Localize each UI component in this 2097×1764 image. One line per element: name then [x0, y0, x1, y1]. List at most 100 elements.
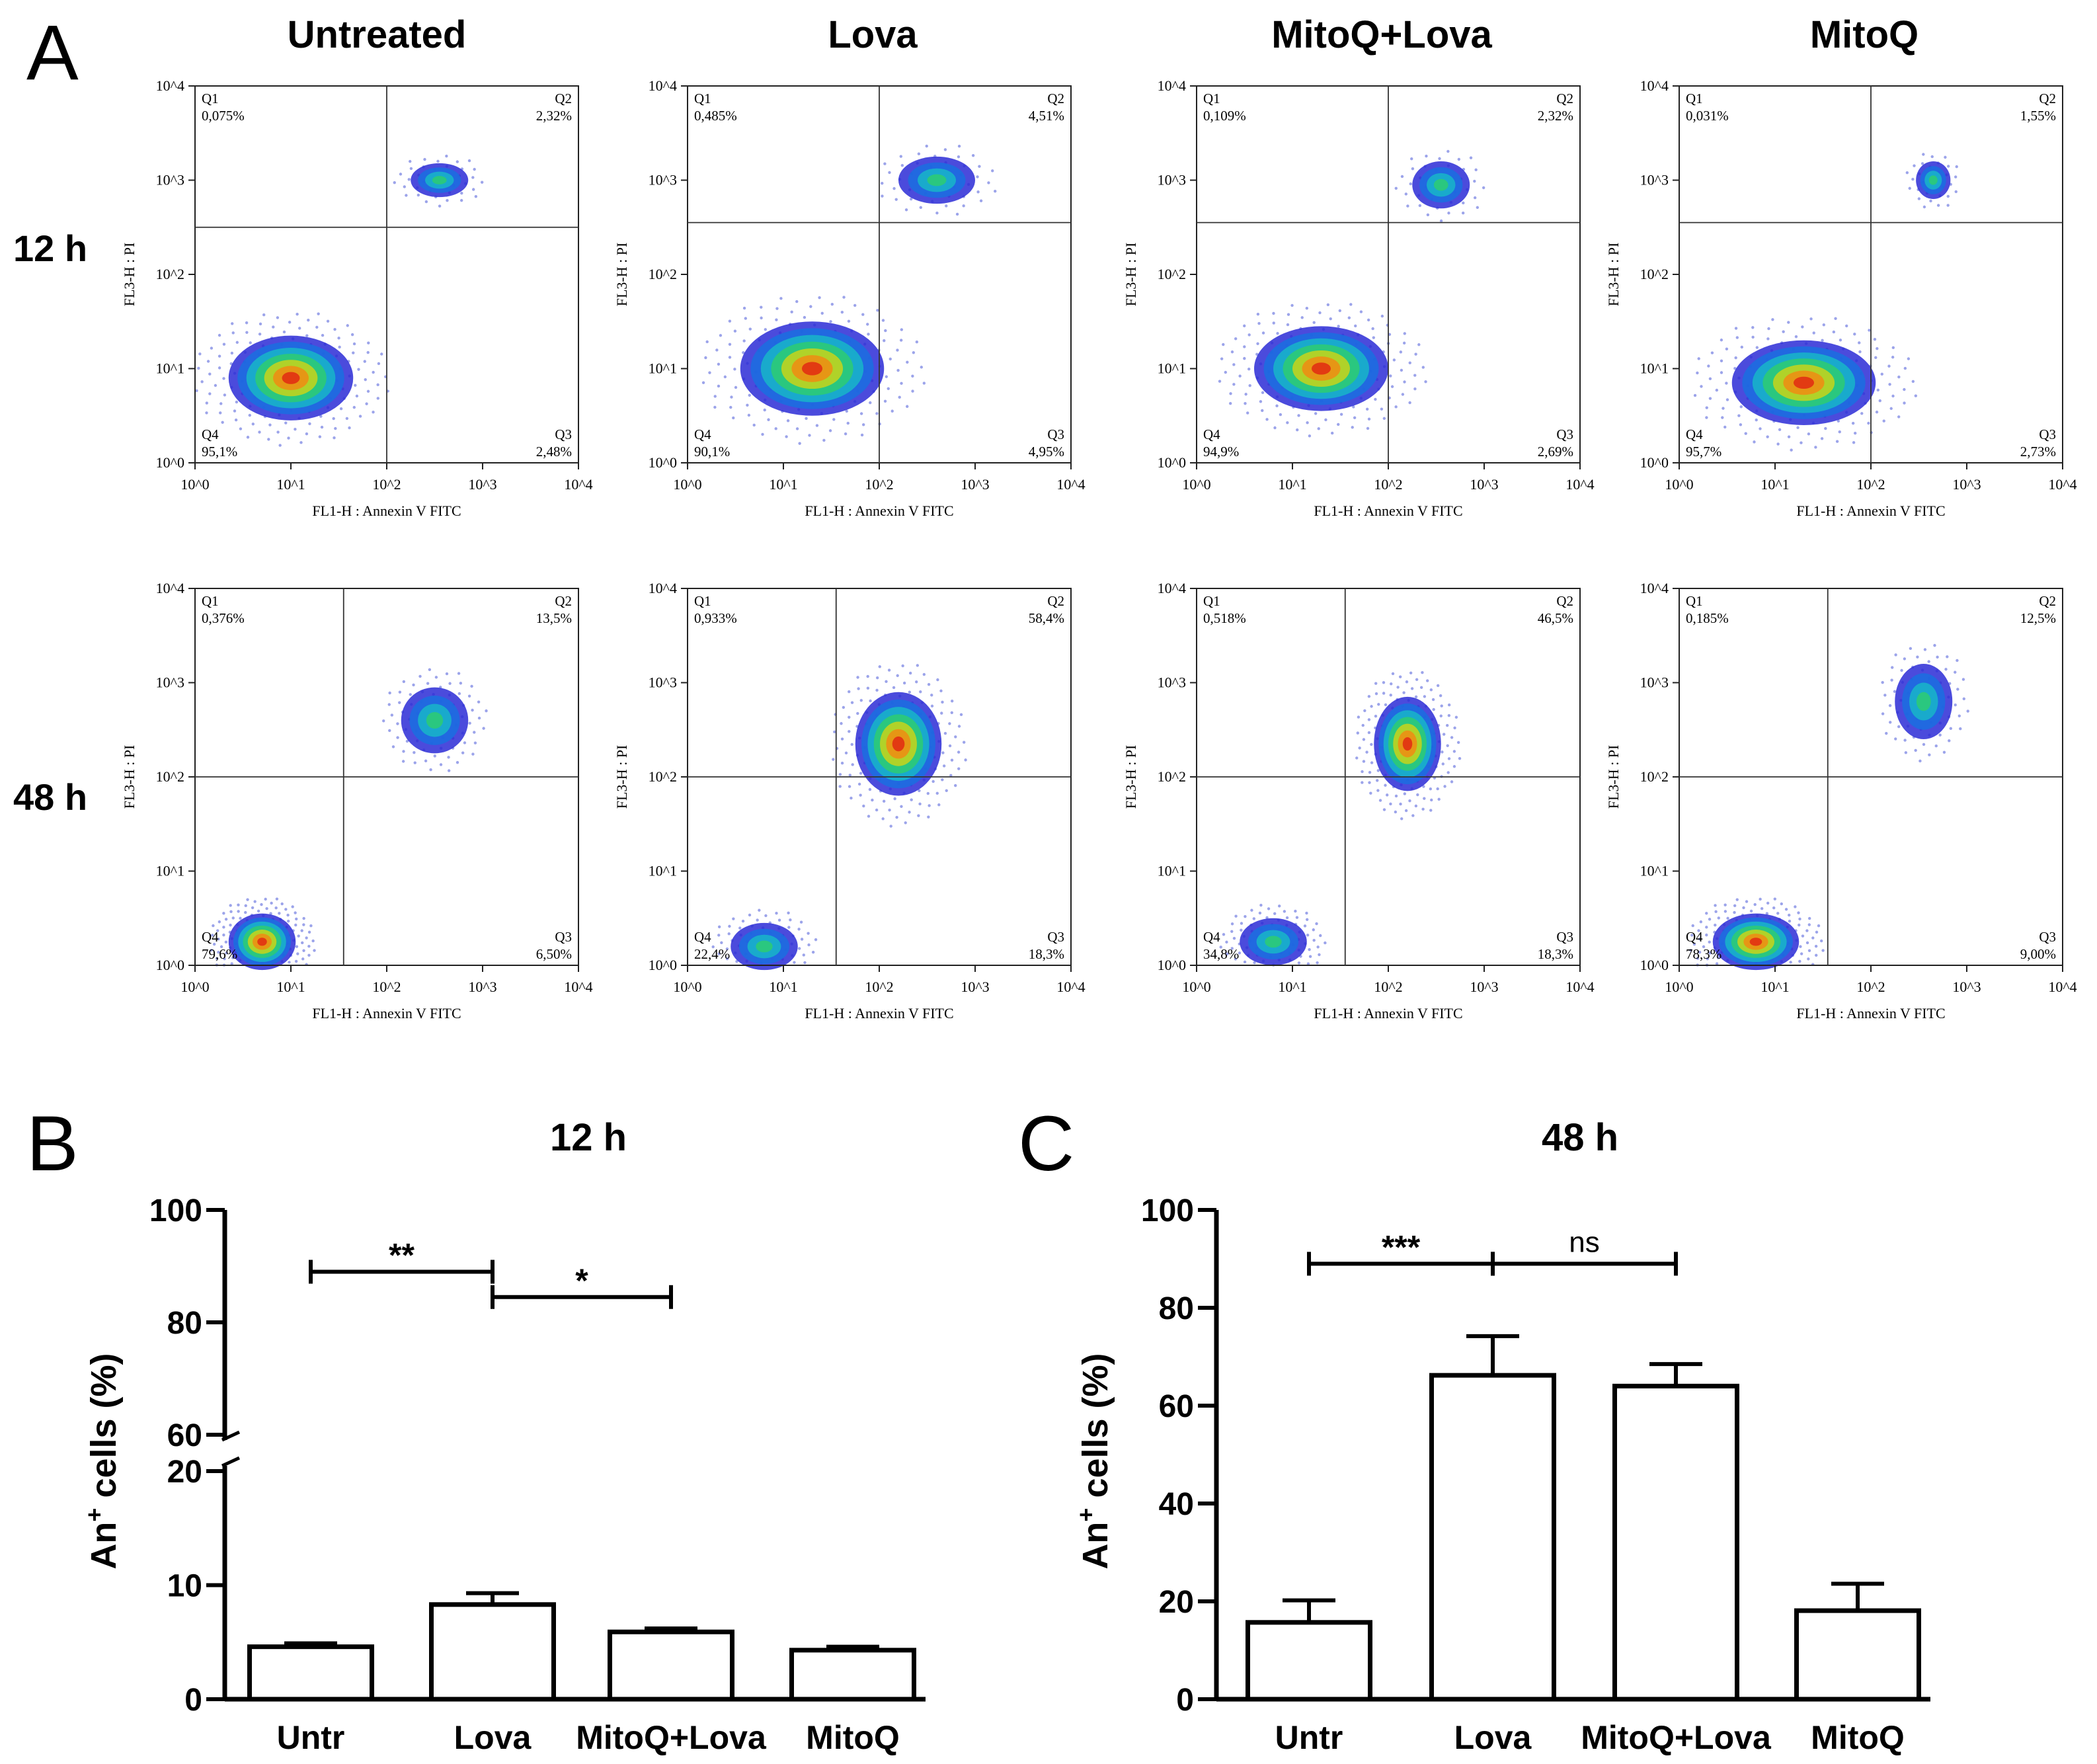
flow-dot — [1708, 377, 1712, 381]
flow-dot — [1439, 714, 1443, 718]
x-axis-label: FL1-H : Annexin V FITC — [312, 1005, 461, 1022]
flow-dot — [856, 711, 859, 715]
flow-dot — [1349, 303, 1353, 306]
flow-dot — [732, 416, 735, 420]
y-tick-label: 10^1 — [156, 360, 184, 377]
quadrant-q1-value: 0,485% — [694, 108, 737, 124]
flow-dot — [473, 731, 476, 734]
flow-dot — [1839, 339, 1842, 342]
significance-label: ** — [389, 1237, 415, 1274]
flow-dot — [1903, 739, 1907, 742]
flow-dot — [313, 949, 316, 952]
flow-dot — [917, 814, 920, 817]
flow-dot — [1367, 417, 1371, 421]
flow-dot — [1419, 686, 1423, 690]
flow-dot — [820, 311, 824, 315]
flow-dot — [1837, 419, 1840, 423]
flow-dot — [1909, 647, 1913, 651]
flow-dot — [728, 924, 731, 928]
flow-dot — [405, 194, 408, 197]
flow-dot — [957, 725, 961, 728]
flow-dot — [338, 345, 341, 349]
flow-dot — [936, 678, 939, 682]
flow-dot — [1474, 168, 1478, 172]
flow-dot — [898, 395, 901, 399]
flow-dot — [1958, 714, 1961, 718]
flow-dot — [1230, 947, 1234, 950]
flow-dot — [223, 393, 227, 397]
flow-dot — [832, 758, 835, 761]
flow-dot — [1908, 186, 1911, 190]
flow-dot — [365, 402, 368, 405]
flow-dot — [883, 339, 886, 342]
flow-dot — [912, 351, 916, 354]
flow-dot — [1305, 911, 1308, 915]
flow-dot — [1220, 357, 1224, 360]
flow-dot — [748, 327, 752, 331]
flow-dot — [1922, 205, 1926, 209]
flow-dot — [1219, 945, 1222, 949]
flow-dot — [1933, 643, 1936, 647]
flow-dot — [728, 356, 732, 359]
flow-dot — [391, 745, 395, 748]
x-tick-label: 10^3 — [468, 979, 496, 995]
flow-dot — [950, 711, 953, 715]
flow-dot — [1256, 342, 1259, 345]
flow-dot — [1733, 366, 1737, 370]
flow-dot — [1812, 331, 1815, 335]
flow-dot — [413, 750, 416, 754]
quadrant-q4-value: 79,6% — [202, 946, 237, 962]
flow-dot — [1888, 703, 1892, 707]
flow-density-band — [1433, 179, 1448, 191]
flow-dot — [1396, 686, 1400, 689]
flow-cytometry-grid: 10^0 10^0 10^1 10^1 10^2 10^2 10^3 10^3 10^4 10^4… — [121, 77, 2077, 1022]
flow-dot — [1312, 938, 1316, 942]
y-axis-label: FL3-H : PI — [121, 745, 138, 809]
flow-dot — [200, 380, 204, 383]
flow-dot — [229, 904, 232, 907]
flow-dot — [867, 815, 871, 818]
flow-dot — [764, 914, 768, 918]
flow-dot — [1739, 423, 1743, 426]
flow-dot — [748, 393, 751, 397]
flow-dot — [471, 176, 475, 179]
flow-dot — [1317, 427, 1320, 430]
x-tick-label: 10^1 — [1761, 979, 1789, 995]
flow-dot — [1285, 916, 1289, 920]
flow-density-band — [756, 940, 773, 953]
x-tick-label: 10^4 — [1056, 979, 1085, 995]
flow-dot — [1885, 731, 1888, 735]
flow-dot — [1853, 432, 1857, 435]
flow-dot — [1782, 330, 1785, 333]
flow-dot — [809, 305, 812, 308]
flow-dot — [463, 741, 467, 744]
flow-dot — [1357, 715, 1361, 719]
y-axis-label: FL3-H : PI — [1123, 243, 1139, 307]
x-tick-label: 10^0 — [180, 476, 209, 493]
flow-dot — [339, 407, 343, 411]
flow-dot — [763, 408, 766, 412]
flow-dot — [1959, 727, 1962, 731]
flow-dot — [248, 413, 252, 417]
flow-dot — [807, 932, 810, 935]
flow-dot — [1891, 346, 1895, 350]
flow-dot — [388, 691, 391, 695]
flow-dot — [1858, 341, 1861, 344]
flow-dot — [1721, 407, 1725, 410]
flow-dot — [1805, 941, 1809, 945]
flow-dot — [717, 952, 721, 955]
flow-dot — [786, 419, 790, 422]
flow-dot — [366, 389, 370, 393]
flow-dot — [1252, 917, 1256, 920]
flow-dot — [1911, 177, 1915, 181]
quadrant-q3-name: Q3 — [1047, 929, 1064, 945]
flow-dot — [814, 938, 818, 942]
flow-dot — [1312, 321, 1316, 325]
flow-dot — [729, 405, 732, 409]
flow-dot — [848, 774, 851, 777]
flow-dot — [1874, 356, 1878, 360]
flow-dot — [775, 911, 778, 915]
flow-dot — [482, 727, 485, 730]
flow-dot — [1417, 343, 1421, 346]
flow-dot — [1294, 909, 1297, 913]
